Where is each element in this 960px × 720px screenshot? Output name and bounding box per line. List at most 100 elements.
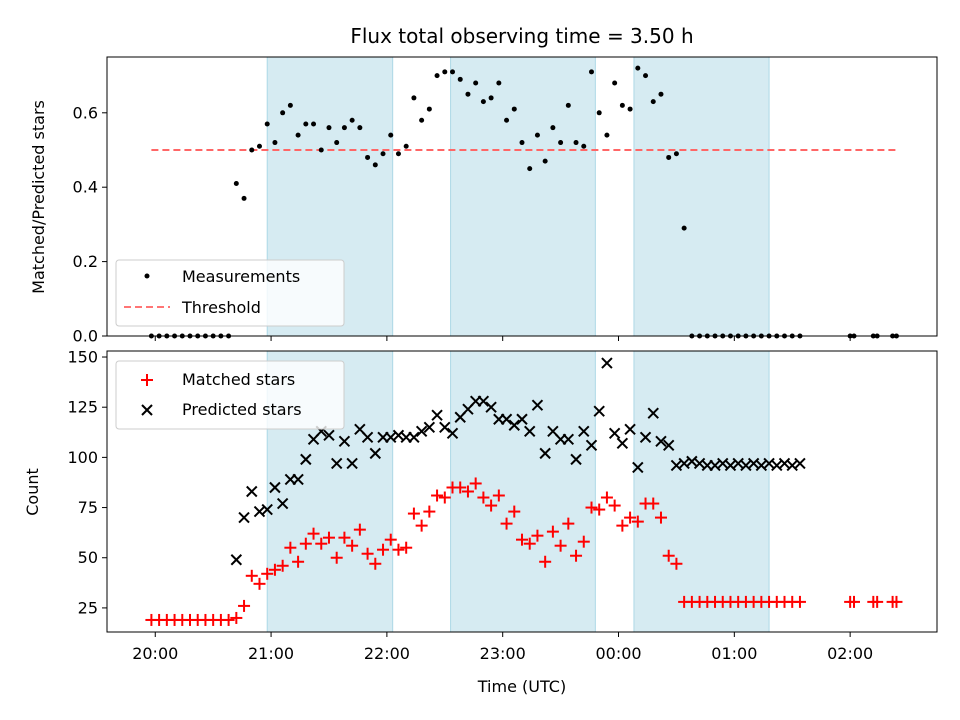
measurement-point (473, 80, 479, 86)
measurement-point (388, 132, 394, 138)
measurement-point (511, 106, 517, 112)
measurement-point (635, 65, 641, 71)
matched-stars-point (423, 505, 436, 518)
measurement-point (627, 106, 633, 112)
matched-stars-point (485, 499, 498, 512)
measurement-points (148, 65, 899, 339)
predicted-stars-point (346, 457, 358, 470)
x-tick-label: 01:00 (711, 644, 757, 663)
measurement-point (519, 140, 525, 146)
measurement-point (426, 106, 432, 112)
matched-stars-point (407, 507, 420, 520)
matched-stars-point (516, 533, 528, 546)
matched-stars-point (546, 525, 559, 538)
measurement-point (380, 151, 386, 157)
x-tick-label: 00:00 (595, 644, 641, 663)
measurement-point (573, 140, 579, 146)
matched-stars-point (292, 555, 305, 568)
matched-stars-point (276, 559, 289, 572)
predicted-stars-point (585, 439, 598, 452)
x-tick-label: 23:00 (480, 644, 526, 663)
predicted-stars-point (261, 503, 273, 516)
measurement-point (527, 166, 533, 172)
predicted-stars-point (361, 431, 374, 444)
shaded-interval-2 (450, 350, 596, 633)
predicted-stars-point (415, 425, 428, 437)
predicted-stars-point (639, 431, 652, 444)
matched-stars-point (222, 613, 235, 626)
shaded-interval-3 (633, 56, 770, 337)
matched-stars-point (377, 543, 390, 556)
measurement-point (419, 117, 425, 123)
ratio-x-ticks (154, 336, 851, 341)
x-tick-label: 21:00 (248, 644, 294, 663)
y-tick-label: 125 (67, 398, 98, 417)
predicted-stars-point (477, 395, 490, 407)
measurement-point (496, 80, 502, 86)
matched-stars-point (353, 523, 366, 536)
predicted-stars-point (230, 554, 243, 566)
x-axis-label: Time (UTC) (477, 677, 566, 696)
measurement-point (256, 143, 262, 149)
measurement-point (504, 117, 510, 123)
measurement-point (442, 69, 448, 75)
ratio-legend: Measurements Threshold (115, 259, 345, 327)
measurement-point (534, 132, 540, 138)
predicted-stars-point (292, 473, 304, 486)
predicted-stars-point (500, 413, 513, 425)
count-y-ticks: 25 50 75 100 125 150 (67, 348, 107, 617)
measurement-point (372, 162, 378, 168)
measurement-point (311, 121, 317, 127)
matched-stars-point (662, 549, 675, 562)
matched-stars-point (431, 489, 444, 502)
measurement-point (588, 69, 594, 75)
matched-stars-point (392, 543, 405, 556)
y-tick-label: 25 (78, 598, 98, 617)
matched-stars-point (384, 533, 397, 546)
measurement-point (550, 125, 556, 131)
matched-stars-point (500, 517, 513, 530)
matched-stars-point (793, 595, 806, 608)
measurement-point (480, 99, 486, 105)
ratio-plot-frame (106, 56, 938, 337)
matched-stars-point (890, 595, 903, 608)
predicted-stars-point (593, 405, 605, 417)
matched-stars-point (631, 515, 644, 528)
measurement-point (395, 151, 401, 157)
predicted-stars-point (276, 497, 289, 510)
measurement-point (434, 73, 440, 79)
matched-stars-point (508, 505, 521, 518)
matched-stars-point (330, 551, 343, 564)
measurement-point (341, 125, 347, 131)
predicted-stars-point (647, 407, 659, 419)
matched-stars-point (307, 527, 320, 540)
shaded-interval-2 (450, 56, 596, 337)
matched-stars-point (523, 537, 536, 550)
measurement-point (403, 143, 409, 149)
count-legend-box (115, 360, 345, 430)
matched-stars-point (284, 541, 297, 554)
predicted-stars-point (323, 429, 335, 442)
matched-stars-point (593, 503, 606, 516)
matched-stars-point (554, 539, 567, 552)
predicted-stars-point (369, 447, 382, 460)
measurement-point (357, 125, 363, 131)
predicted-stars-point (238, 511, 250, 524)
matched-stars-point (400, 541, 413, 554)
measurement-point (612, 80, 618, 86)
measurement-point (681, 225, 687, 231)
predicted-stars-point (608, 427, 621, 439)
measurement-point (365, 154, 371, 160)
x-tick-label: 22:00 (364, 644, 410, 663)
predicted-stars-point (423, 421, 436, 433)
legend-threshold-label: Threshold (181, 298, 261, 317)
legend-predicted-marker (141, 404, 153, 416)
count-panel: 25 50 75 100 125 150 20:00 21:00 22:00 23:00 00:0… (23, 348, 938, 696)
matched-stars-point (238, 599, 251, 612)
predicted-stars-point (330, 457, 343, 470)
predicted-stars-point (485, 401, 497, 413)
measurement-point (488, 95, 494, 101)
measurement-point (295, 132, 301, 138)
measurement-point (658, 91, 664, 97)
measurement-point (349, 117, 355, 123)
